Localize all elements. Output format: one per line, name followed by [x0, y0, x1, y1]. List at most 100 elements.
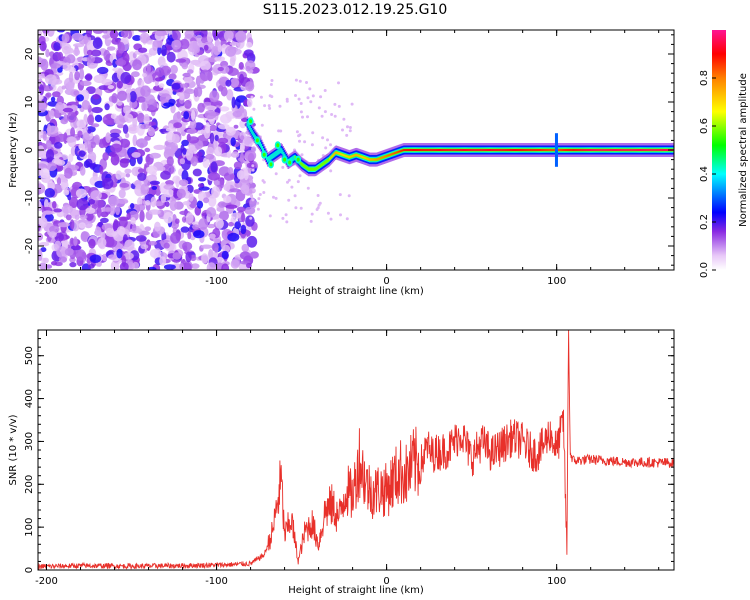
noise-cell	[149, 180, 160, 185]
noise-cell	[47, 123, 52, 136]
noise-cell	[151, 185, 158, 190]
track-core	[632, 149, 634, 151]
track-core	[520, 149, 522, 151]
track-core	[595, 149, 598, 151]
track-core	[409, 149, 412, 151]
track-core	[427, 149, 429, 151]
noise-cell	[60, 118, 68, 125]
noise-cell	[79, 166, 86, 176]
track-core	[412, 149, 415, 151]
noise-cell	[39, 168, 50, 179]
noise-cell	[78, 150, 86, 157]
track-core	[649, 149, 652, 151]
noise-cell	[56, 246, 68, 258]
noise-cell	[42, 30, 50, 34]
noise-cell	[66, 81, 75, 91]
track-core	[403, 149, 406, 151]
track-core	[574, 149, 576, 151]
track-core	[317, 165, 319, 170]
noise-cell	[206, 262, 217, 270]
noise-cell	[249, 198, 257, 210]
noise-cell	[158, 83, 165, 88]
track-core	[353, 154, 356, 157]
noise-cell	[57, 51, 63, 60]
track-core	[438, 149, 441, 151]
noise-cell	[239, 142, 245, 153]
noise-cell	[217, 123, 230, 130]
noise-cell	[316, 194, 320, 197]
noise-cell	[246, 262, 252, 269]
noise-cell	[39, 262, 47, 270]
noise-cell	[57, 67, 63, 73]
colorbar-label: Normalized spectral amplitude	[738, 73, 749, 227]
noise-cell	[233, 161, 242, 170]
noise-cell	[217, 44, 223, 53]
track-core	[543, 149, 546, 151]
track-core	[355, 153, 358, 156]
track-core	[485, 149, 488, 151]
track-core	[500, 149, 503, 151]
noise-cell	[88, 238, 96, 249]
noise-cell	[165, 127, 177, 132]
noise-cell	[130, 203, 135, 209]
noise-cell	[102, 152, 109, 161]
noise-cell	[286, 180, 289, 184]
noise-cell	[68, 196, 79, 208]
noise-cell	[119, 216, 128, 228]
noise-cell	[227, 167, 234, 175]
noise-cell	[229, 56, 236, 67]
noise-cell	[229, 188, 241, 193]
track-blob	[262, 152, 266, 157]
track-core	[375, 158, 377, 161]
noise-cell	[250, 95, 254, 99]
noise-cell	[191, 110, 196, 121]
noise-cell	[118, 138, 131, 148]
track-core	[301, 163, 304, 167]
colorbar-gradient	[712, 30, 726, 270]
noise-cell	[155, 30, 167, 37]
noise-cell	[108, 195, 120, 206]
track-core	[505, 149, 508, 151]
noise-cell	[225, 45, 237, 57]
track-core	[584, 149, 586, 151]
y-tick-label: 200	[24, 475, 35, 494]
noise-cell	[70, 146, 76, 157]
noise-cell	[230, 77, 240, 88]
track-core	[458, 149, 461, 151]
noise-cell	[170, 232, 181, 244]
noise-cell	[136, 204, 146, 212]
noise-cell	[93, 134, 100, 146]
noise-cell	[209, 90, 220, 103]
track-band	[275, 151, 277, 157]
track-core	[347, 155, 350, 158]
noise-cell	[54, 240, 62, 248]
noise-cell	[252, 107, 256, 111]
noise-cell	[116, 248, 123, 259]
noise-cell	[166, 156, 174, 167]
track-core	[513, 149, 516, 151]
noise-cell	[315, 208, 319, 211]
noise-cell	[39, 41, 47, 52]
track-core	[469, 149, 471, 151]
track-core	[395, 151, 398, 154]
noise-cell	[214, 56, 226, 62]
track-core	[572, 149, 574, 151]
noise-cell	[209, 132, 215, 144]
track-core	[657, 149, 660, 151]
noise-cell	[290, 185, 294, 189]
track-band	[276, 150, 278, 156]
track-core	[622, 149, 624, 151]
noise-cell	[208, 195, 217, 207]
track-core	[444, 149, 447, 151]
track-core	[341, 153, 344, 156]
noise-cell	[240, 135, 245, 141]
colorbar-tick-label: 0.2	[699, 214, 710, 230]
track-core	[385, 155, 388, 158]
noise-cell	[171, 83, 181, 90]
track-core	[374, 158, 376, 161]
noise-cell	[115, 205, 121, 216]
noise-cell	[310, 212, 314, 216]
track-core	[461, 149, 464, 151]
track-core	[630, 149, 632, 151]
noise-cell	[140, 85, 151, 97]
